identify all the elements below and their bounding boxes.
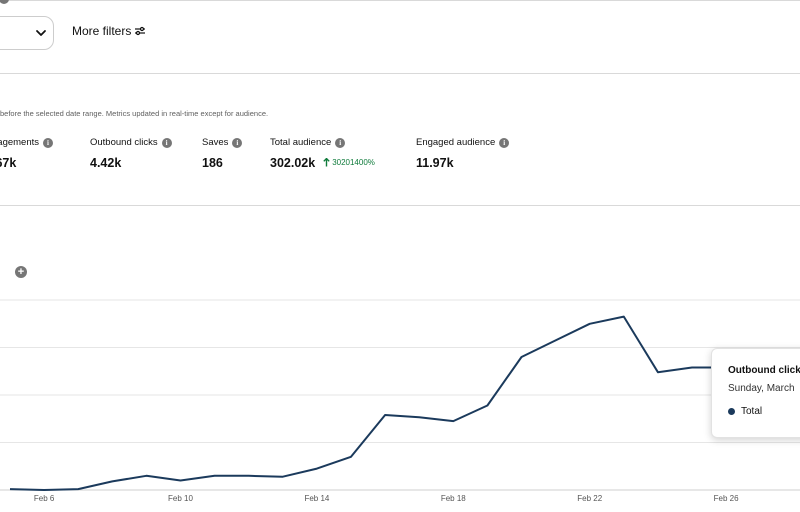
metric-engaged-audience[interactable]: Engaged audience i 11.97k (416, 137, 510, 170)
metric-label: Total audience (270, 137, 332, 148)
metric-value: 302.02k (270, 156, 316, 170)
metric-label: Outbound clicks (90, 137, 158, 148)
info-icon[interactable]: i (335, 137, 346, 148)
metric-label: Saves (202, 137, 229, 148)
metric-value: 4.42k (90, 156, 122, 170)
sliders-icon (135, 26, 146, 36)
chevron-down-icon (36, 30, 46, 36)
divider-top (0, 0, 800, 1)
filter-dropdown[interactable] (0, 16, 54, 50)
line-chart: Feb 6 Feb 10 Feb 14 Feb 18 Feb 22 Feb 26 (0, 299, 800, 503)
tooltip-date: Sunday, March (728, 383, 795, 394)
info-icon[interactable]: i (232, 137, 243, 148)
plus-circle-icon[interactable]: + (15, 266, 27, 278)
divider (0, 73, 800, 74)
metric-label: Engaged audience (416, 137, 496, 148)
metric-value: .67k (0, 156, 17, 170)
x-tick-label: Feb 10 (168, 494, 193, 503)
info-icon (0, 0, 9, 4)
arrow-up-icon (323, 158, 330, 167)
x-tick-label: Feb 22 (577, 494, 602, 503)
divider (0, 205, 800, 206)
tooltip-legend: Total (728, 406, 762, 417)
metric-total-audience[interactable]: Total audience i 302.02k 30201400% (270, 137, 375, 170)
metric-engagements[interactable]: gagementsi .67k (0, 137, 54, 170)
x-tick-label: Feb 14 (304, 494, 329, 503)
metrics-note: before the selected date range. Metrics … (0, 109, 269, 118)
series-line-total (9, 315, 727, 491)
metric-value: 186 (202, 156, 223, 170)
metric-value: 11.97k (416, 156, 454, 170)
info-icon[interactable]: i (161, 137, 172, 148)
more-filters-label: More filters (72, 24, 132, 38)
legend-dot (728, 408, 735, 415)
tooltip-title: Outbound click (728, 365, 800, 376)
x-tick-label: Feb 6 (34, 494, 55, 503)
more-filters-button[interactable]: More filters (72, 24, 146, 38)
metric-outbound-clicks[interactable]: Outbound clicks i 4.42k (90, 137, 172, 170)
x-tick-label: Feb 18 (441, 494, 466, 503)
info-icon[interactable]: i (43, 137, 54, 148)
change-badge: 30201400% (323, 158, 375, 167)
tooltip-legend-label: Total (741, 406, 763, 417)
chart-tooltip: Outbound click Sunday, March Total (711, 348, 800, 438)
info-icon[interactable]: i (499, 137, 510, 148)
x-tick-label: Feb 26 (714, 494, 739, 503)
metric-saves[interactable]: Saves i 186 (202, 137, 243, 170)
metric-label: gagements (0, 137, 40, 148)
change-value: 30201400% (332, 158, 375, 167)
